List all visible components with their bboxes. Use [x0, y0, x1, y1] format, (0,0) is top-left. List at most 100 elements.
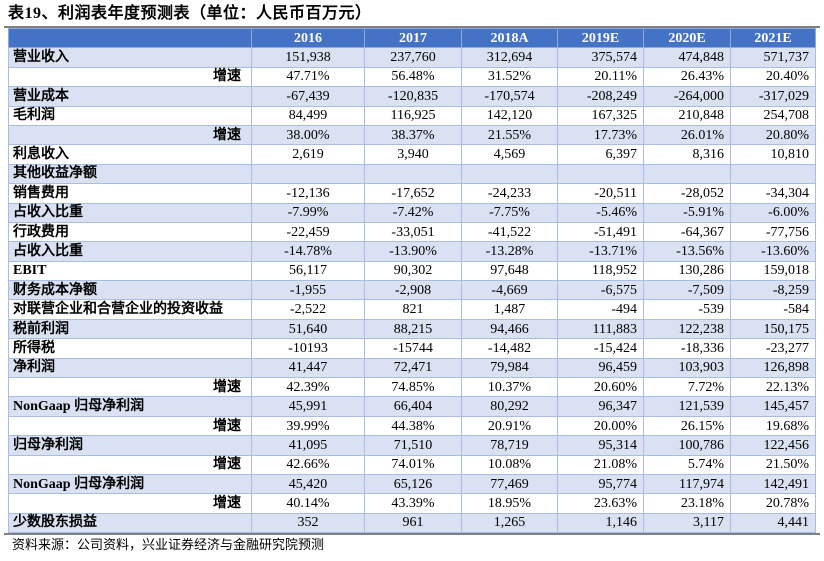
value-cell: -22,459: [251, 221, 365, 243]
value-cell: 41,447: [251, 357, 365, 379]
value-cell: 20.00%: [557, 415, 644, 437]
value-cell: 80,292: [461, 396, 558, 417]
value-cell: -34,304: [730, 183, 816, 204]
row-label: 税前利润: [8, 318, 252, 340]
value-cell: -13.71%: [557, 241, 644, 262]
value-cell: 3,940: [364, 144, 462, 165]
value-cell: -170,574: [461, 86, 558, 107]
value-cell: 4,569: [461, 144, 558, 165]
value-cell: -494: [557, 299, 644, 320]
value-cell: 96,459: [557, 357, 644, 379]
value-cell: 21.50%: [730, 454, 816, 475]
value-cell: 6,397: [557, 144, 644, 165]
value-cell: -5.46%: [557, 202, 644, 223]
value-cell: 20.91%: [461, 415, 558, 437]
row-label: NonGaap 归母净利润: [8, 396, 252, 417]
value-cell: 79,984: [461, 357, 558, 379]
value-cell: 23.63%: [557, 493, 644, 514]
value-cell: 97,648: [461, 260, 558, 282]
value-cell: 94,466: [461, 318, 558, 340]
table-row: NonGaap 归母净利润 45,420 65,126 77,469 95,774 117…: [8, 473, 816, 495]
table-row: 财务成本净额 -1,955 -2,908 -4,669 -6,575 -7,509 -8,2…: [8, 280, 816, 301]
value-cell: -67,439: [251, 86, 365, 107]
header-cell-2019e: 2019E: [557, 27, 644, 49]
row-label: 行政费用: [8, 221, 252, 243]
value-cell: 23.18%: [643, 493, 731, 514]
header-cell-2018a: 2018A: [461, 27, 558, 49]
value-cell: 961: [364, 512, 462, 534]
value-cell: 90,302: [364, 260, 462, 282]
value-cell: 20.60%: [557, 377, 644, 398]
row-label: 归母净利润: [8, 435, 252, 456]
value-cell: 66,404: [364, 396, 462, 417]
value-cell: 2,619: [251, 144, 365, 165]
value-cell: -15,424: [557, 338, 644, 359]
value-cell: 20.78%: [730, 493, 816, 514]
value-cell: 1,487: [461, 299, 558, 320]
value-cell: 312,694: [461, 47, 558, 68]
value-cell: 20.80%: [730, 124, 816, 146]
row-label: 利息收入: [8, 144, 252, 165]
value-cell: 3,117: [643, 512, 731, 534]
value-cell: 5.74%: [643, 454, 731, 475]
table-row: 净利润 41,447 72,471 79,984 96,459 103,903 126,89…: [8, 357, 816, 379]
value-cell: 31.52%: [461, 66, 558, 88]
header-cell-2021e: 2021E: [730, 27, 816, 49]
value-cell: 151,938: [251, 47, 365, 68]
value-cell: 39.99%: [251, 415, 365, 437]
row-label: 增速: [8, 124, 252, 146]
table-body: 营业收入 151,938 237,760 312,694 375,574 474,848 5…: [8, 47, 816, 534]
value-cell: -208,249: [557, 86, 644, 107]
row-label: 财务成本净额: [8, 280, 252, 301]
table-row: 归母净利润 41,095 71,510 78,719 95,314 100,786 122,…: [8, 435, 816, 456]
table-title: 表19、利润表年度预测表（单位：人民币百万元）: [8, 5, 372, 22]
value-cell: 118,952: [557, 260, 644, 282]
table-row: 增速 42.39% 74.85% 10.37% 20.60% 7.72% 22.13%: [8, 377, 816, 398]
value-cell: 210,848: [643, 105, 731, 126]
value-cell: -584: [730, 299, 816, 320]
value-cell: 254,708: [730, 105, 816, 126]
table-row: 销售费用 -12,136 -17,652 -24,233 -20,511 -28,052-…: [8, 183, 816, 204]
row-label: 营业成本: [8, 86, 252, 107]
header-cell-label: [8, 27, 252, 49]
row-label: 其他收益净额: [8, 163, 252, 185]
value-cell: -18,336: [643, 338, 731, 359]
table-row: NonGaap 归母净利润 45,991 66,404 80,292 96,347 121…: [8, 396, 816, 417]
value-cell: 126,898: [730, 357, 816, 379]
table-row: EBIT 56,117 90,302 97,648 118,952 130,286 159,…: [8, 260, 816, 282]
row-label: 增速: [8, 493, 252, 514]
value-cell: 111,883: [557, 318, 644, 340]
value-cell: 65,126: [364, 473, 462, 495]
table-row: 增速 40.14% 43.39% 18.95% 23.63% 23.18% 20.78%: [8, 493, 816, 514]
value-cell: 571,737: [730, 47, 816, 68]
value-cell: -15744: [364, 338, 462, 359]
value-cell: 1,265: [461, 512, 558, 534]
table-row: 占收入比重 -7.99% -7.42% -7.75% -5.46% -5.91% -6.00…: [8, 202, 816, 223]
header-cell-2016: 2016: [251, 27, 365, 49]
value-cell: [730, 163, 816, 185]
value-cell: 71,510: [364, 435, 462, 456]
value-cell: 77,469: [461, 473, 558, 495]
value-cell: -13.60%: [730, 241, 816, 262]
value-cell: 100,786: [643, 435, 731, 456]
source-note: 资料来源：公司资料，兴业证券经济与金融研究院预测: [12, 537, 325, 553]
row-label: 对联营企业和合营企业的投资收益: [8, 299, 252, 320]
table-row: 营业成本 -67,439 -120,835 -170,574 -208,249 -264,…: [8, 86, 816, 107]
value-cell: -264,000: [643, 86, 731, 107]
value-cell: 142,491: [730, 473, 816, 495]
value-cell: 116,925: [364, 105, 462, 126]
value-cell: 56,117: [251, 260, 365, 282]
value-cell: 145,457: [730, 396, 816, 417]
value-cell: -7.99%: [251, 202, 365, 223]
value-cell: 45,420: [251, 473, 365, 495]
value-cell: -20,511: [557, 183, 644, 204]
value-cell: [557, 163, 644, 185]
value-cell: [461, 163, 558, 185]
header-cell-2017: 2017: [364, 27, 462, 49]
value-cell: 20.40%: [730, 66, 816, 88]
value-cell: -13.90%: [364, 241, 462, 262]
value-cell: -7.75%: [461, 202, 558, 223]
value-cell: 18.95%: [461, 493, 558, 514]
value-cell: 117,974: [643, 473, 731, 495]
